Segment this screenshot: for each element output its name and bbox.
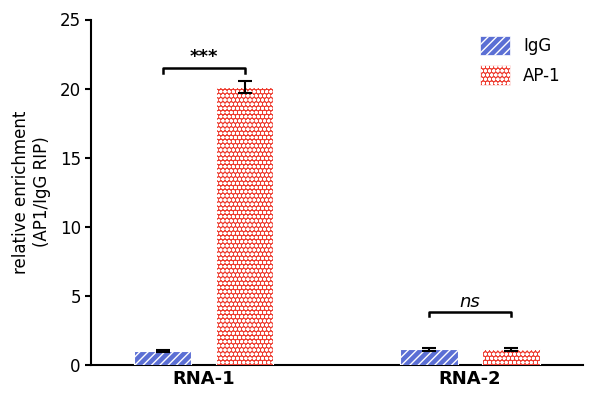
- Text: ns: ns: [459, 293, 480, 311]
- Bar: [400, 350, 458, 365]
- Y-axis label: relative enrichment
(AP1/IgG RIP): relative enrichment (AP1/IgG RIP): [12, 110, 51, 274]
- Bar: [134, 351, 192, 365]
- Bar: [482, 350, 540, 365]
- Bar: [216, 87, 273, 365]
- Legend: IgG, AP-1: IgG, AP-1: [472, 28, 569, 93]
- Text: ***: ***: [190, 48, 218, 66]
